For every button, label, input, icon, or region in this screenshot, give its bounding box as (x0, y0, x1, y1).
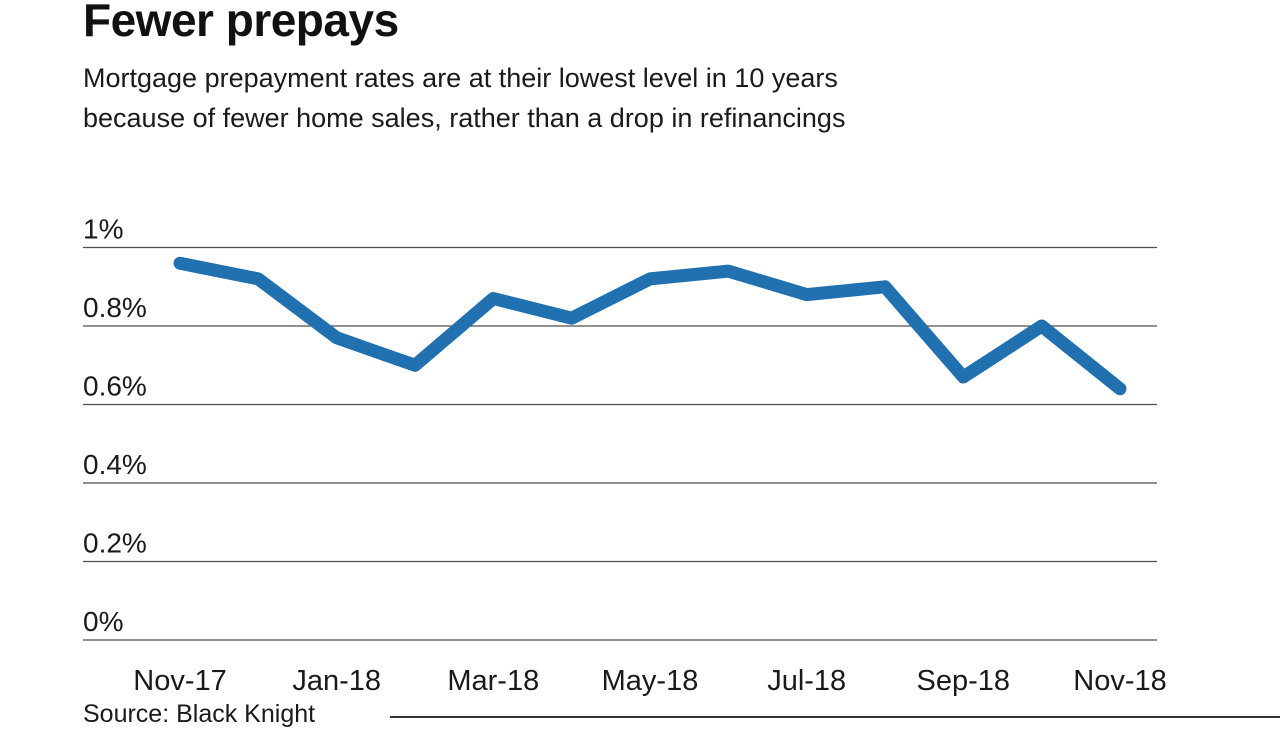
x-tick-label: Jul-18 (767, 665, 846, 697)
x-tick-label: May-18 (602, 665, 699, 697)
y-tick-label: 0.8% (83, 292, 147, 323)
y-tick-label: 1% (83, 214, 123, 245)
x-tick-label: Sep-18 (917, 665, 1011, 697)
page-title: Fewer prepays (83, 0, 399, 46)
chart-subtitle-line1: Mortgage prepayment rates are at their l… (83, 63, 838, 93)
bottom-rule (390, 716, 1280, 718)
x-tick-label: Nov-18 (1073, 665, 1167, 697)
y-tick-label: 0.2% (83, 528, 147, 559)
chart-subtitle-line2: because of fewer home sales, rather than… (83, 103, 846, 133)
x-tick-label: Nov-17 (133, 665, 227, 697)
prepayment-rate-line (173, 256, 1127, 396)
source-label: Source: Black Knight (83, 700, 316, 728)
y-tick-label: 0.4% (83, 449, 147, 480)
y-tick-label: 0% (83, 606, 123, 637)
x-tick-label: Jan-18 (292, 665, 381, 697)
x-tick-label: Mar-18 (447, 665, 539, 697)
chart-subtitle: Mortgage prepayment rates are at their l… (83, 58, 845, 138)
y-tick-label: 0.6% (83, 371, 147, 402)
